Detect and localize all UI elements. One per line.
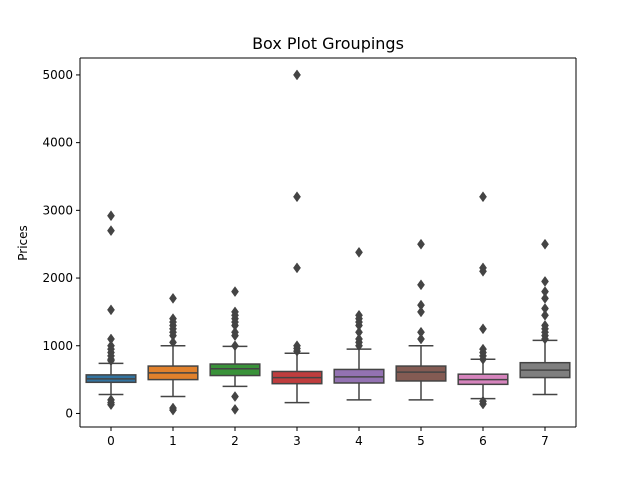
outlier-point <box>293 191 301 203</box>
outlier-point <box>417 306 425 318</box>
outlier-point <box>479 265 487 277</box>
x-tick-label: 7 <box>541 434 549 448</box>
outlier-point <box>107 210 115 222</box>
x-tick-label: 4 <box>355 434 363 448</box>
x-tick-label: 2 <box>231 434 239 448</box>
y-tick-label: 3000 <box>42 203 73 217</box>
outlier-point <box>355 340 363 352</box>
outlier-point <box>169 292 177 304</box>
box-group-3 <box>271 69 323 404</box>
outlier-point <box>417 238 425 250</box>
outlier-point <box>293 345 301 357</box>
outlier-point <box>231 286 239 298</box>
outlier-point <box>355 246 363 258</box>
outlier-point <box>479 398 487 410</box>
x-tick-label: 5 <box>417 434 425 448</box>
outlier-point <box>417 333 425 345</box>
outlier-point <box>107 399 115 411</box>
outlier-point <box>231 403 239 415</box>
outlier-point <box>231 340 239 352</box>
y-tick-label: 5000 <box>42 68 73 82</box>
outlier-point <box>107 304 115 316</box>
outlier-point <box>479 191 487 203</box>
chart-title: Box Plot Groupings <box>252 34 404 53</box>
x-tick-label: 0 <box>107 434 115 448</box>
y-tick-label: 2000 <box>42 271 73 285</box>
y-tick-label: 0 <box>65 406 73 420</box>
box-group-1 <box>147 292 199 416</box>
box-group-5 <box>395 238 447 401</box>
x-tick-label: 6 <box>479 434 487 448</box>
outlier-point <box>169 336 177 348</box>
outlier-point <box>417 279 425 291</box>
x-tick-label: 3 <box>293 434 301 448</box>
y-tick-label: 4000 <box>42 136 73 150</box>
box-group-0 <box>85 210 137 411</box>
box-group-4 <box>333 246 385 401</box>
box-iqr <box>395 365 447 382</box>
x-tick-label: 1 <box>169 434 177 448</box>
outlier-point <box>541 238 549 250</box>
outlier-point <box>107 355 115 367</box>
outlier-point <box>479 353 487 365</box>
outlier-point <box>169 404 177 416</box>
outlier-point <box>107 225 115 237</box>
box-iqr <box>209 363 261 377</box>
plot-area <box>85 69 571 416</box>
box-group-2 <box>209 286 261 415</box>
outlier-point <box>479 323 487 335</box>
box-group-7 <box>519 238 571 396</box>
outlier-point <box>541 333 549 345</box>
outlier-point <box>293 262 301 274</box>
outlier-point <box>293 69 301 81</box>
axes: 0 1000 2000 3000 4000 5000 0 1 2 3 4 5 6 7 <box>42 57 577 448</box>
y-axis-label: Prices <box>16 225 30 261</box>
box-group-6 <box>457 191 509 410</box>
y-tick-label: 1000 <box>42 339 73 353</box>
outlier-point <box>231 391 239 402</box>
